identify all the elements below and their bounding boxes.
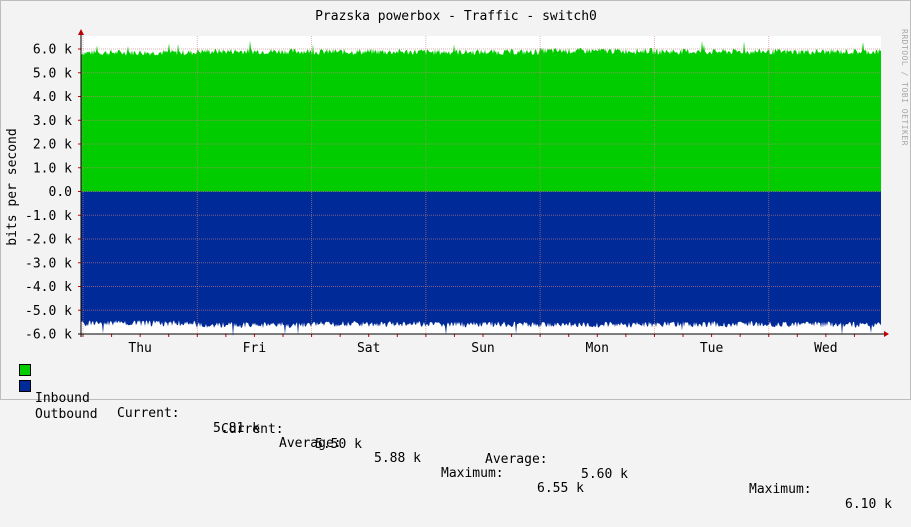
y-tick-label: 6.0 k: [33, 43, 72, 58]
axes: [78, 29, 889, 337]
rrd-graph: Prazska powerbox - Traffic - switch0 bit…: [0, 0, 911, 512]
outbound-swatch: [19, 380, 31, 392]
inbound-maximum-label: Maximum:: [441, 466, 504, 481]
plot-layer: [81, 40, 881, 337]
y-tick-labels: 6.0 k 5.0 k 4.0 k 3.0 k 2.0 k 1.0 k 0.0 -1.0 k -…: [25, 43, 72, 343]
inbound-current-label: Current:: [117, 406, 180, 421]
y-tick-label: 1.0 k: [33, 161, 72, 176]
x-tick-label: Tue: [700, 341, 724, 356]
y-tick-label: -4.0 k: [25, 280, 72, 295]
y-tick-label: 2.0 k: [33, 138, 72, 153]
x-tick-label: Wed: [814, 341, 837, 356]
rrdtool-watermark: RRDTOOL / TOBI OETIKER: [900, 29, 909, 146]
inbound-maximum-value: 6.55 k: [537, 481, 584, 496]
y-tick-label: 5.0 k: [33, 66, 72, 81]
y-axis-arrow: [78, 29, 84, 35]
chart-title: Prazska powerbox - Traffic - switch0: [315, 9, 597, 24]
traffic-chart: Prazska powerbox - Traffic - switch0 bit…: [5, 9, 909, 356]
y-tick-label: -1.0 k: [25, 209, 72, 224]
area-inbound: [81, 40, 881, 192]
outbound-maximum-label: Maximum:: [749, 482, 812, 497]
x-tick-labels: Thu Fri Sat Sun Mon Tue Wed: [128, 341, 837, 356]
y-tick-label: -6.0 k: [25, 328, 72, 343]
y-axis-label: bits per second: [5, 128, 20, 245]
x-tick-label: Sat: [357, 341, 380, 356]
inbound-average-value: 5.88 k: [374, 451, 421, 466]
outbound-current-label: Current:: [221, 422, 284, 437]
y-tick-label: -2.0 k: [25, 233, 72, 248]
y-tick-label: -3.0 k: [25, 256, 72, 271]
y-tick-label: -5.0 k: [25, 304, 72, 319]
x-axis-arrow: [884, 331, 889, 337]
y-tick-label: 4.0 k: [33, 90, 72, 105]
outbound-average-label: Average:: [485, 452, 548, 467]
y-tick-label: 3.0 k: [33, 114, 72, 129]
x-tick-label: Thu: [128, 341, 151, 356]
inbound-swatch: [19, 364, 31, 376]
area-outbound: [81, 191, 881, 337]
outbound-average-value: 5.60 k: [581, 467, 628, 482]
x-tick-label: Sun: [471, 341, 494, 356]
y-tick-label: 0.0: [49, 185, 72, 200]
x-tick-label: Fri: [243, 341, 266, 356]
outbound-name: Outbound: [35, 407, 98, 422]
x-tick-label: Mon: [586, 341, 609, 356]
inbound-name: Inbound: [35, 391, 90, 406]
outbound-current-value: 5.50 k: [315, 437, 362, 452]
outbound-maximum-value: 6.10 k: [845, 497, 892, 512]
